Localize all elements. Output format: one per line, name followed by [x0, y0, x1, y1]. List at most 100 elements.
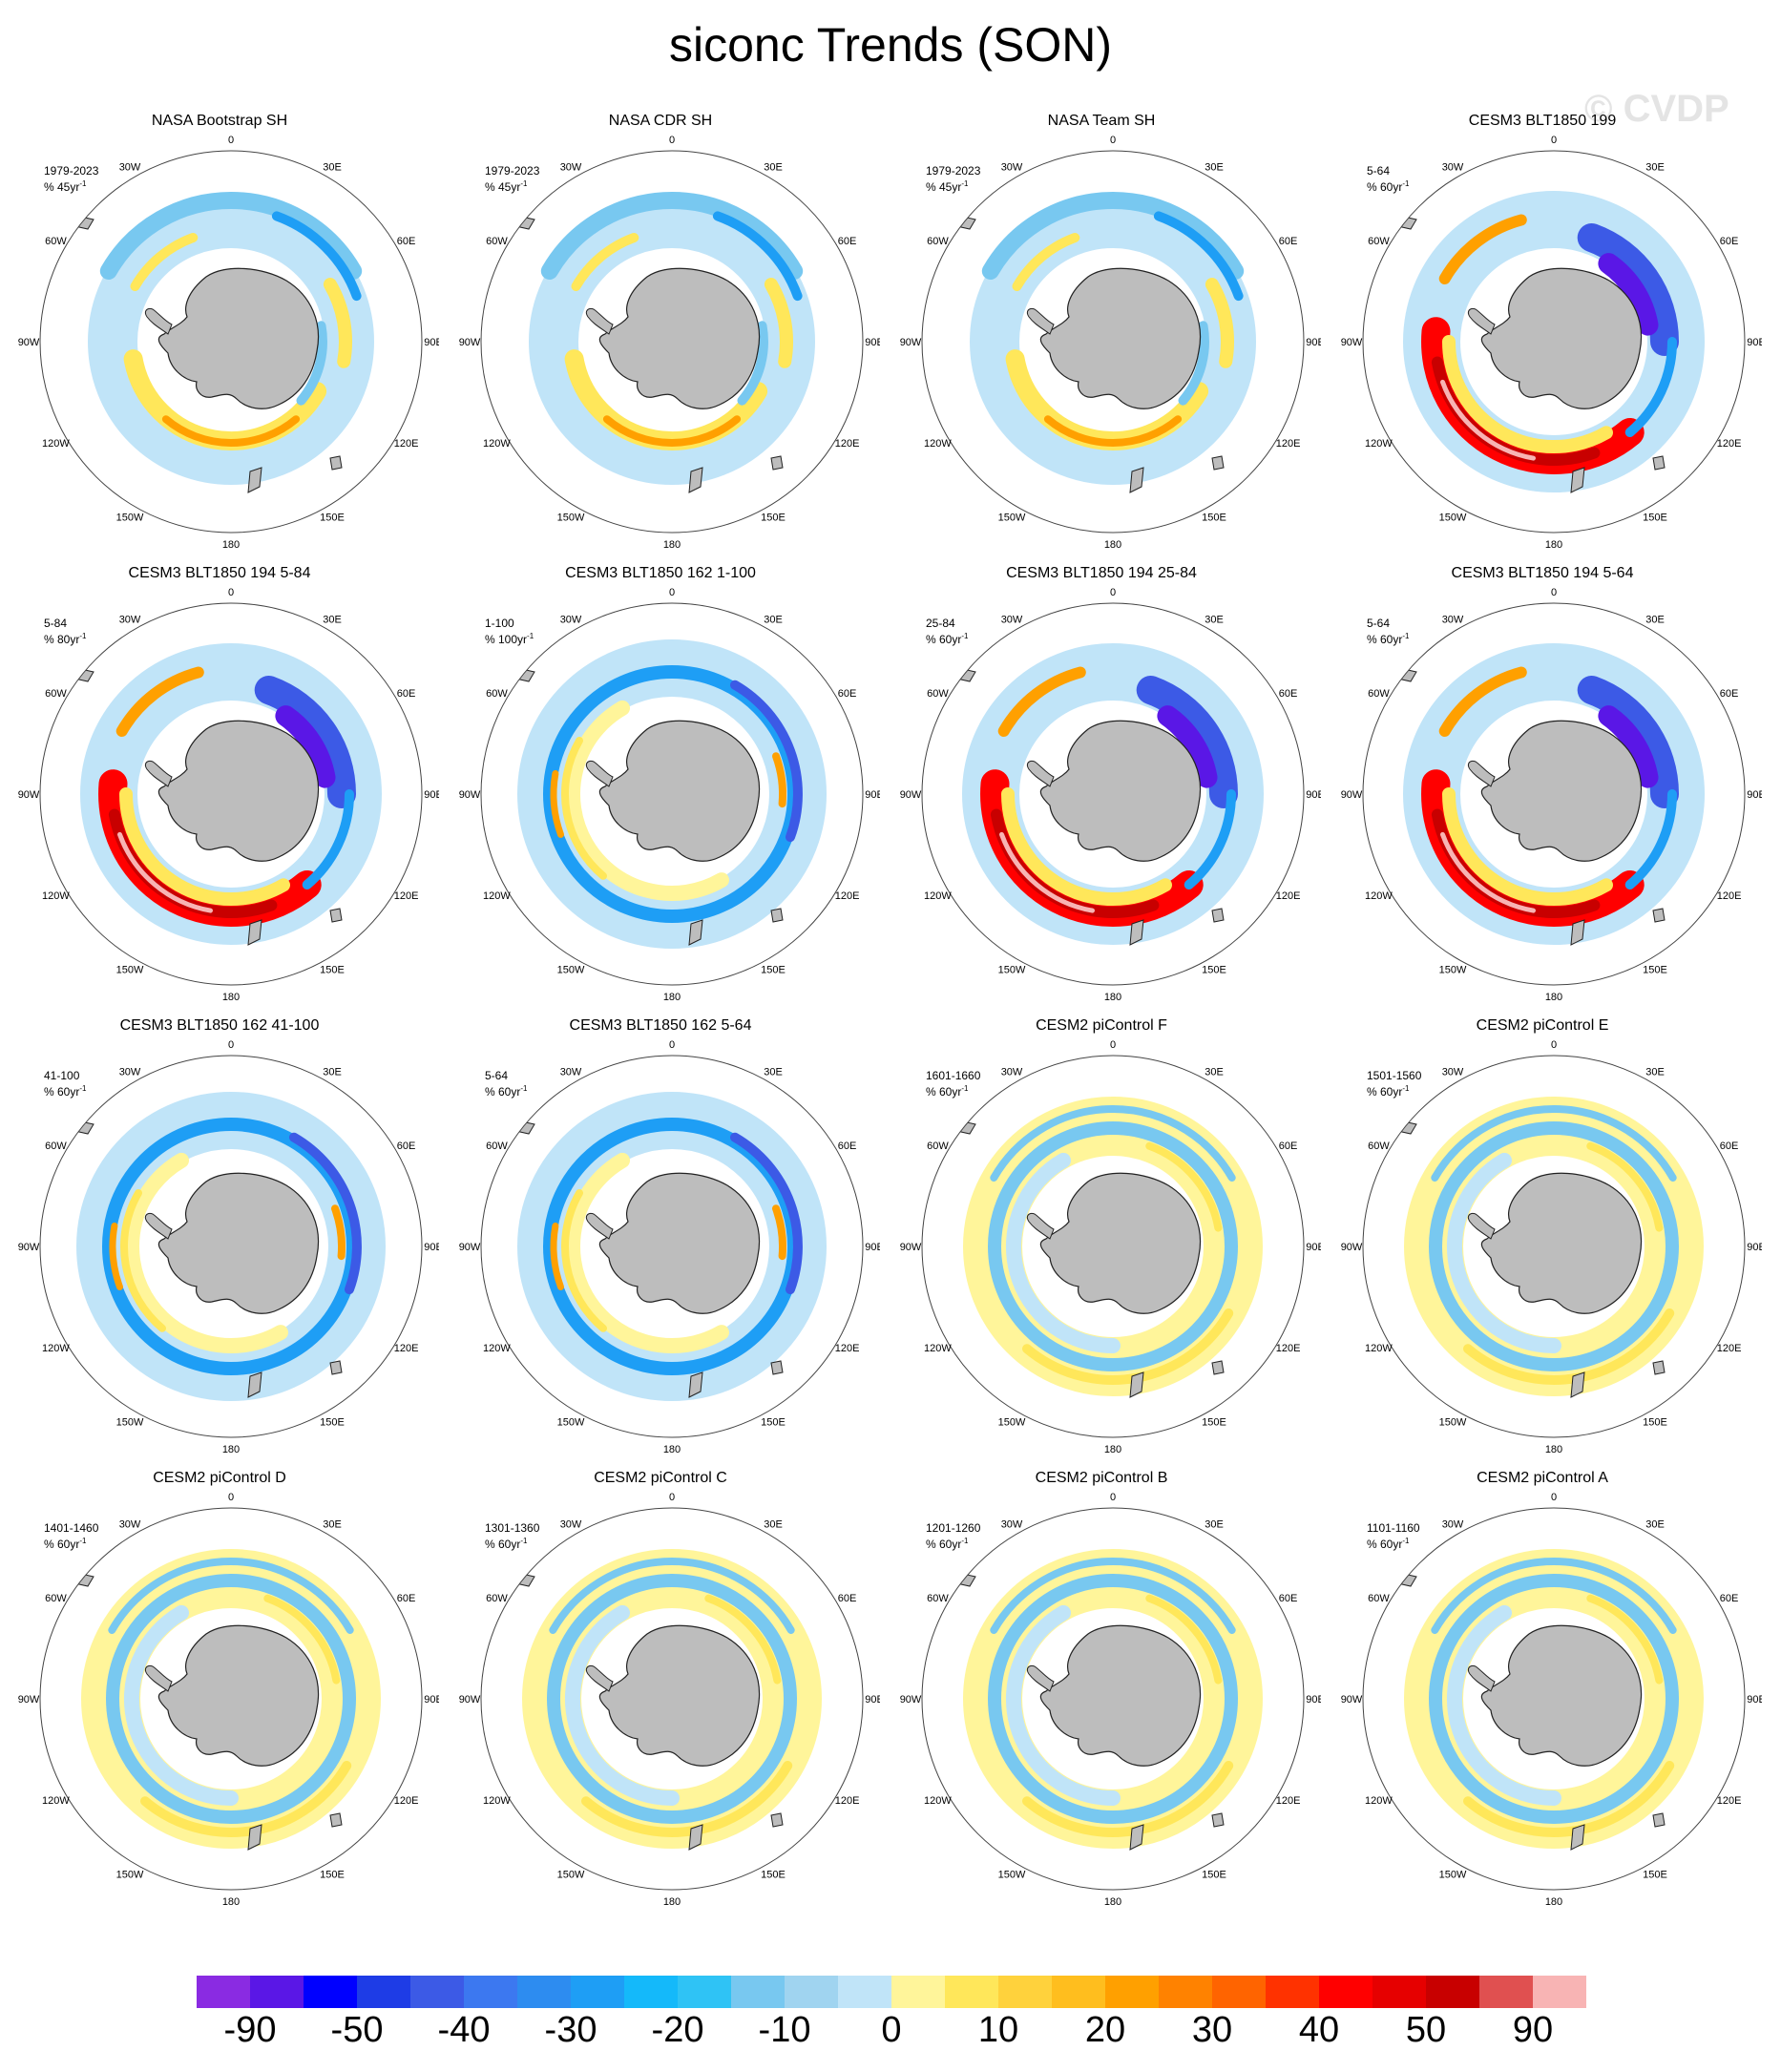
lon-tick-label: 150E [761, 965, 786, 976]
map-panel: 0 30E 60E 90E 120E 150E 180 150W 120W 90W 60W 30W CE… [0, 1017, 439, 1466]
panel-title: CESM3 BLT1850 162 5-64 [569, 1017, 752, 1034]
trend-band [737, 321, 768, 406]
trend-band [561, 1189, 607, 1332]
lon-tick-label: 30W [119, 161, 141, 173]
map-boundary [1362, 150, 1746, 534]
trend-band [564, 700, 729, 901]
trend-band [1440, 379, 1536, 461]
lon-tick-label: 60E [1279, 1593, 1298, 1604]
trend-band [161, 415, 301, 447]
lon-tick-label: 0 [1551, 135, 1557, 146]
lon-tick-label: 150E [761, 1870, 786, 1881]
panel-period-units: 25-84 % 60yr-1 [926, 617, 968, 646]
trend-band [1577, 676, 1679, 808]
trend-band [106, 1574, 356, 1824]
map-boundary [39, 1055, 423, 1438]
panel-units: % 45yr-1 [926, 179, 969, 194]
lon-tick-label: 150E [1202, 1870, 1226, 1881]
tasmania [329, 1812, 343, 1828]
colorbar-label: 50 [1405, 2010, 1447, 2050]
panel-units: % 45yr-1 [44, 179, 87, 194]
lon-tick-label: 150W [1439, 965, 1467, 976]
lon-tick-label: 150E [1643, 1870, 1667, 1881]
trend-band [561, 737, 607, 880]
lon-tick-label: 180 [1545, 539, 1562, 551]
colorbar-swatch [357, 1976, 410, 2008]
lon-tick-label: 180 [1104, 1444, 1121, 1455]
lon-tick-label: 90E [1306, 337, 1321, 348]
lon-tick-label: 60E [1720, 1141, 1739, 1152]
tasmania [770, 1812, 784, 1828]
trend-band [540, 192, 804, 280]
colorbar-swatch [571, 1976, 624, 2008]
lon-tick-label: 150E [320, 513, 345, 524]
lon-tick-label: 180 [663, 539, 681, 551]
trend-band [1440, 831, 1536, 913]
lon-tick-label: 150E [320, 965, 345, 976]
lon-tick-label: 30E [323, 614, 342, 625]
panel-units: % 60yr-1 [926, 1537, 969, 1551]
polar-map: 0 30E 60E 90E 120E 150E 180 150W 120W 90W 60W 30W [18, 1039, 439, 1455]
colorbar-swatch [1266, 1976, 1319, 2008]
panel-period: 1101-1160 [1367, 1521, 1420, 1535]
lon-tick-label: 60W [927, 1593, 949, 1604]
panel-period-units: 5-64 % 60yr-1 [1367, 617, 1409, 646]
trend-band [712, 211, 803, 302]
panel-period-units: 1101-1160 % 60yr-1 [1367, 1521, 1420, 1551]
lon-tick-label: 30W [119, 614, 141, 625]
lon-tick-label: 60E [1720, 236, 1739, 247]
panel-title: CESM2 piControl C [594, 1470, 727, 1486]
polar-map: 0 30E 60E 90E 120E 150E 180 150W 120W 90W 60W 30W [1341, 1492, 1762, 1908]
colorbar-swatch [410, 1976, 464, 2008]
trend-band [999, 831, 1095, 913]
map-panel: 0 30E 60E 90E 120E 150E 180 150W 120W 90W 60W 30W NA… [0, 113, 439, 561]
colorbar-swatch [624, 1976, 678, 2008]
lon-tick-label: 180 [1545, 992, 1562, 1003]
panel-units: % 60yr-1 [926, 632, 969, 646]
polar-map: 0 30E 60E 90E 120E 150E 180 150W 120W 90W 60W 30W [1341, 587, 1762, 1003]
lon-tick-label: 90W [459, 789, 481, 801]
panel-period-units: 1501-1560 % 60yr-1 [1367, 1069, 1421, 1099]
panel-title: CESM3 BLT1850 199 [1468, 113, 1617, 129]
panel-units: % 60yr-1 [1367, 179, 1410, 194]
panel-title: CESM3 BLT1850 194 5-84 [128, 565, 311, 581]
lon-tick-label: 0 [228, 135, 234, 146]
colorbar-swatch [785, 1976, 838, 2008]
tasmania [1211, 1812, 1225, 1828]
figure-title: siconc Trends (SON) [668, 18, 1112, 72]
panel-period: 5-64 [485, 1069, 509, 1082]
lon-tick-label: 120E [835, 438, 860, 450]
colorbar-swatch [891, 1976, 945, 2008]
lon-tick-label: 150W [116, 1870, 144, 1881]
lon-tick-label: 90E [1306, 789, 1321, 801]
lon-tick-label: 90E [424, 337, 439, 348]
map-panel: 0 30E 60E 90E 120E 150E 180 150W 120W 90W 60W 30W CE… [1323, 113, 1762, 561]
colorbar-swatch [1052, 1976, 1105, 2008]
new-zealand [688, 1371, 703, 1398]
trend-band [119, 787, 290, 907]
panel-period: 1979-2023 [926, 164, 981, 178]
trend-band [263, 1594, 341, 1685]
map-boundary [1362, 1507, 1746, 1891]
lon-tick-label: 150W [998, 1417, 1026, 1429]
lon-tick-label: 90E [1306, 1694, 1321, 1706]
lon-tick-label: 150E [320, 1417, 345, 1429]
map-boundary [39, 602, 423, 986]
lon-tick-label: 120E [1717, 1795, 1742, 1807]
trend-band [550, 770, 564, 838]
lon-tick-label: 120W [1365, 1795, 1393, 1807]
lon-tick-label: 0 [228, 1492, 234, 1503]
trend-band [1145, 1141, 1223, 1232]
trend-band [1145, 1594, 1223, 1685]
panel-units: % 60yr-1 [1367, 632, 1410, 646]
lon-tick-label: 180 [1104, 1896, 1121, 1908]
polar-map: 0 30E 60E 90E 120E 150E 180 150W 120W 90W 60W 30W [18, 1492, 439, 1908]
lon-tick-label: 90E [424, 789, 439, 801]
lon-tick-label: 30E [764, 161, 783, 173]
lon-tick-label: 60W [486, 1141, 508, 1152]
new-zealand [688, 467, 703, 493]
lon-tick-label: 90E [424, 1694, 439, 1706]
trend-band [289, 1132, 362, 1295]
antarctica-landmass [598, 1624, 761, 1767]
lon-tick-label: 30W [1001, 1066, 1023, 1078]
